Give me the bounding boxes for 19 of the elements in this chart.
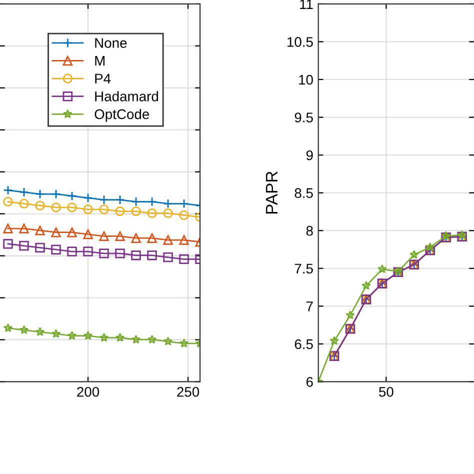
y-tick-label: 7.5 (294, 264, 313, 274)
text: 50 (379, 386, 394, 397)
legend-label: Hadamard (95, 91, 158, 102)
x-tick-label: 250 (177, 386, 200, 397)
legend-label: None (95, 38, 127, 48)
y-tick-label: 7 (306, 302, 313, 312)
legend-label: OptCode (94, 108, 150, 122)
y-tick-label: 6 (306, 377, 313, 387)
y-tick-label: 9.5 (294, 112, 313, 122)
y-tick-label: 9 (306, 150, 313, 160)
legend-label: P4 (95, 74, 111, 84)
x-tick-label: 200 (77, 386, 100, 397)
legend-label: M (95, 56, 104, 66)
y-tick-label: 8 (306, 226, 313, 236)
y-tick-label: 8.5 (294, 188, 313, 198)
y-axis-title: PAPR (266, 172, 278, 214)
y-tick-label: 10.5 (288, 37, 313, 47)
y-tick-label: 6.5 (294, 339, 313, 350)
y-tick-label: 10 (299, 74, 313, 85)
